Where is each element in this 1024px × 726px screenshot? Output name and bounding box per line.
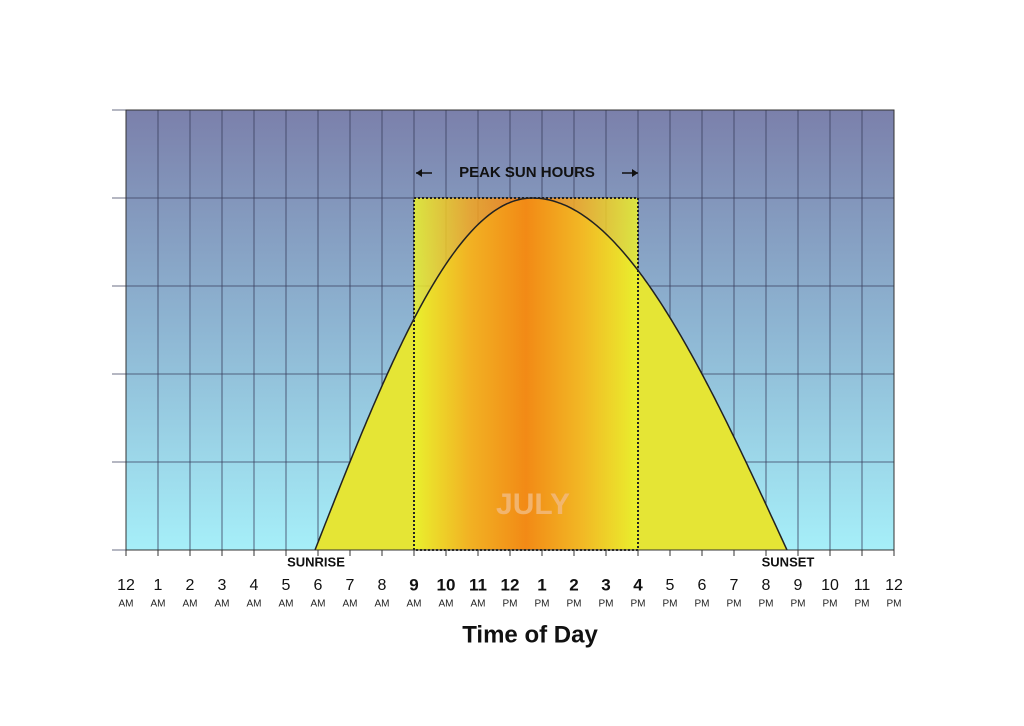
x-axis: 12AM1AM2AM3AM4AM5AM6AM7AM8AM9AM10AM11AM1… (117, 550, 903, 610)
tick-hour: 5 (666, 577, 675, 594)
peak-label: PEAK SUN HOURS (459, 164, 595, 181)
tick-hour: 4 (250, 577, 259, 594)
tick-period: PM (695, 599, 710, 610)
tick-period: AM (119, 599, 134, 610)
tick-hour: 5 (282, 577, 291, 594)
tick-hour: 12 (501, 575, 520, 594)
sunrise-label: SUNRISE (287, 554, 345, 569)
tick-hour: 2 (569, 575, 578, 594)
tick-hour: 12 (885, 577, 903, 594)
tick-hour: 11 (854, 577, 871, 594)
tick-hour: 3 (218, 577, 227, 594)
tick-period: AM (407, 599, 422, 610)
tick-period: AM (311, 599, 326, 610)
tick-hour: 8 (762, 577, 771, 594)
tick-period: PM (535, 599, 550, 610)
tick-hour: 6 (698, 577, 707, 594)
tick-period: PM (855, 599, 870, 610)
tick-hour: 1 (537, 575, 546, 594)
tick-hour: 10 (437, 575, 456, 594)
sunset-label: SUNSET (762, 554, 815, 569)
tick-period: PM (823, 599, 838, 610)
tick-hour: 7 (346, 577, 355, 594)
sun-curve (314, 197, 788, 551)
month-label: JULY (496, 488, 570, 521)
tick-period: AM (183, 599, 198, 610)
tick-hour: 12 (117, 577, 135, 594)
tick-hour: 9 (794, 577, 803, 594)
tick-hour: 1 (154, 577, 163, 594)
tick-period: AM (471, 599, 486, 610)
tick-period: PM (503, 599, 518, 610)
tick-period: PM (567, 599, 582, 610)
tick-period: AM (247, 599, 262, 610)
tick-hour: 4 (633, 575, 643, 594)
tick-hour: 2 (186, 577, 195, 594)
tick-hour: 11 (469, 575, 487, 594)
arrow-head (416, 169, 422, 177)
tick-period: PM (887, 599, 902, 610)
tick-period: AM (151, 599, 166, 610)
tick-period: PM (727, 599, 742, 610)
tick-period: PM (791, 599, 806, 610)
tick-period: PM (631, 599, 646, 610)
tick-period: AM (439, 599, 454, 610)
tick-hour: 3 (601, 575, 610, 594)
tick-period: PM (599, 599, 614, 610)
axis-title: Time of Day (462, 621, 598, 648)
tick-period: AM (215, 599, 230, 610)
tick-hour: 9 (409, 575, 418, 594)
tick-period: AM (375, 599, 390, 610)
tick-period: PM (663, 599, 678, 610)
tick-period: AM (279, 599, 294, 610)
tick-hour: 8 (378, 577, 387, 594)
tick-period: AM (343, 599, 358, 610)
tick-hour: 10 (821, 577, 839, 594)
tick-hour: 7 (730, 577, 739, 594)
tick-hour: 6 (314, 577, 323, 594)
tick-period: PM (759, 599, 774, 610)
arrow-head (632, 169, 638, 177)
